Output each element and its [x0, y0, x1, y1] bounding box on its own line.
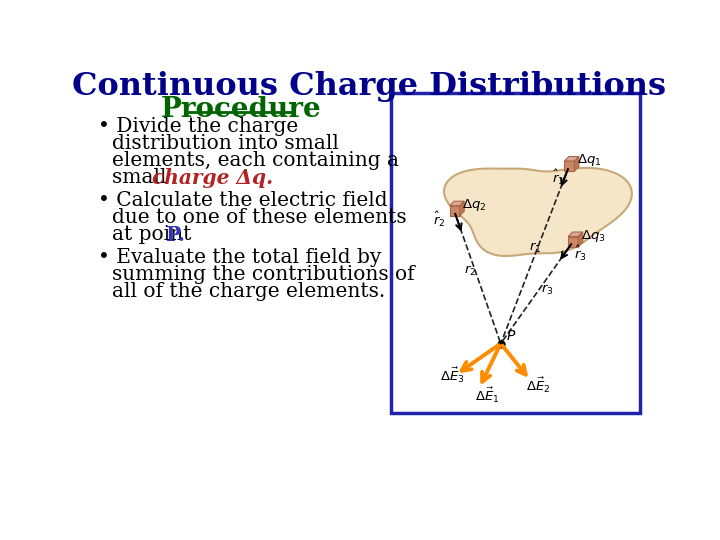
- Bar: [391, 93, 640, 413]
- Polygon shape: [564, 157, 579, 161]
- Polygon shape: [575, 157, 579, 171]
- Text: • Evaluate the total field by: • Evaluate the total field by: [98, 248, 381, 267]
- Text: all of the charge elements.: all of the charge elements.: [112, 282, 385, 301]
- Text: $r_2$: $r_2$: [464, 264, 476, 278]
- Text: $r_1$: $r_1$: [528, 241, 541, 255]
- Text: $\hat{r}_1$: $\hat{r}_1$: [552, 168, 564, 187]
- Polygon shape: [444, 168, 632, 256]
- Text: • Divide the charge: • Divide the charge: [98, 117, 298, 136]
- Text: $\Delta\vec{E}_2$: $\Delta\vec{E}_2$: [526, 376, 550, 395]
- Text: $\hat{r}_2$: $\hat{r}_2$: [433, 210, 445, 229]
- Text: $P$: $P$: [506, 329, 516, 343]
- Text: $r_3$: $r_3$: [541, 283, 553, 297]
- Polygon shape: [564, 161, 575, 171]
- Text: small: small: [112, 168, 173, 187]
- Text: distribution into small: distribution into small: [112, 134, 338, 153]
- Text: P.: P.: [166, 225, 185, 245]
- Text: summing the contributions of: summing the contributions of: [112, 265, 414, 284]
- Text: $\Delta q_3$: $\Delta q_3$: [580, 228, 606, 244]
- Text: • Calculate the electric field: • Calculate the electric field: [98, 191, 387, 210]
- Polygon shape: [449, 201, 464, 206]
- Text: charge Δq.: charge Δq.: [152, 168, 273, 188]
- Text: $\hat{r}_3$: $\hat{r}_3$: [575, 244, 587, 263]
- Text: due to one of these elements: due to one of these elements: [112, 208, 406, 227]
- Polygon shape: [568, 232, 582, 237]
- Polygon shape: [449, 206, 459, 215]
- Polygon shape: [459, 201, 464, 215]
- Text: at point: at point: [112, 225, 197, 244]
- Text: Procedure: Procedure: [161, 96, 322, 123]
- Text: elements, each containing a: elements, each containing a: [112, 151, 399, 170]
- Text: $\Delta\vec{E}_1$: $\Delta\vec{E}_1$: [475, 385, 500, 404]
- Text: $\Delta q_2$: $\Delta q_2$: [462, 197, 487, 213]
- Polygon shape: [568, 237, 578, 247]
- Polygon shape: [578, 232, 582, 247]
- Text: $\Delta\vec{E}_3$: $\Delta\vec{E}_3$: [441, 366, 465, 385]
- Text: $\Delta q_1$: $\Delta q_1$: [577, 152, 602, 168]
- Text: Continuous Charge Distributions: Continuous Charge Distributions: [72, 71, 666, 102]
